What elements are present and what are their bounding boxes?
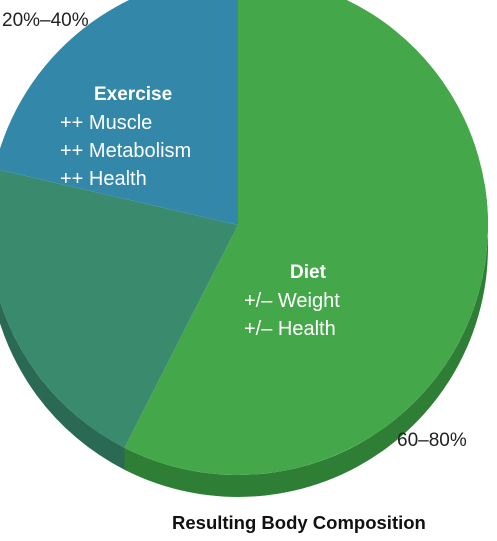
diet-line-health: +/– Health bbox=[244, 318, 336, 340]
pie-depth-diet bbox=[124, 181, 489, 498]
exercise-line-health: ++ Health bbox=[60, 168, 147, 190]
exercise-line-metabolism: ++ Metabolism bbox=[60, 140, 192, 162]
pie-slice-exercise bbox=[0, 0, 238, 225]
exercise-line-muscle: ++ Muscle bbox=[60, 112, 153, 134]
exercise-range-label: 20%–40% bbox=[2, 10, 89, 31]
pie-depth-middle bbox=[0, 301, 125, 470]
diet-line-weight: +/– Weight bbox=[244, 290, 340, 312]
pie-slice-middle bbox=[0, 170, 238, 448]
diet-label-block: Diet +/– Weight +/– Health bbox=[244, 258, 340, 343]
pie-slice-diet bbox=[124, 0, 489, 475]
exercise-title: Exercise bbox=[94, 84, 173, 105]
exercise-label-block: Exercise ++ Muscle ++ Metabolism ++ Heal… bbox=[60, 80, 191, 193]
diet-title: Diet bbox=[290, 262, 326, 283]
chart-caption: Resulting Body Composition bbox=[172, 512, 426, 533]
diet-range-label: 60–80% bbox=[397, 430, 467, 451]
pie-depth bbox=[0, 181, 489, 498]
